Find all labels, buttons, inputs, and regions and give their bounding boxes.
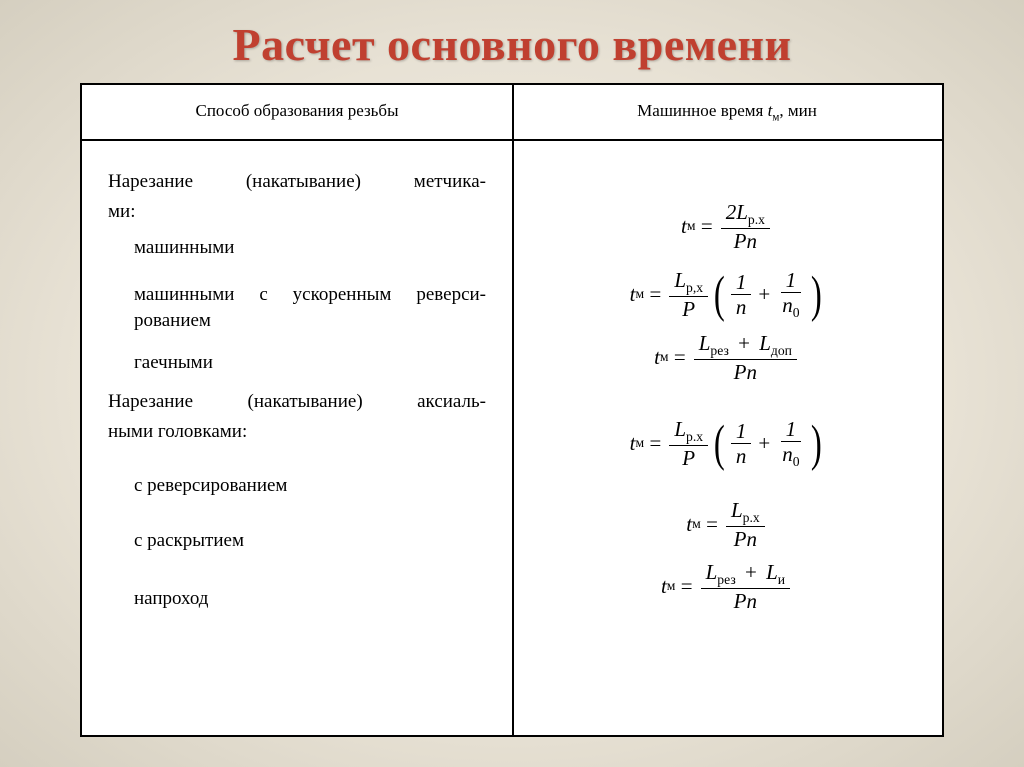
- formula-5: tм = Lр.х Pn: [522, 493, 932, 555]
- frac-3: Lрез + Lдоп Pn: [694, 331, 797, 384]
- item-through: напроход: [108, 586, 486, 612]
- item-nut: гаечными: [108, 350, 486, 376]
- header-right: Машинное время tм, мин: [512, 85, 942, 139]
- formula-3: tм = Lрез + Lдоп Pn: [522, 327, 932, 387]
- methods-column: Нарезание (накатывание) метчика- ми: маш…: [82, 141, 512, 735]
- frac-5: Lр.х Pn: [726, 498, 765, 551]
- formula-2: tм = Lр,х P ( 1 n + 1 n0: [522, 261, 932, 327]
- table-header-row: Способ образования резьбы Машинное время…: [82, 85, 942, 141]
- item-axial-rev: с реверсированием: [108, 473, 486, 499]
- header-right-suffix: , мин: [779, 101, 816, 120]
- group1-line2: ми:: [108, 199, 486, 225]
- group2-line2: ными головками:: [108, 419, 486, 445]
- frac-2c: 1 n0: [777, 268, 804, 321]
- frac-2b: 1 n: [731, 270, 752, 319]
- group2-line1: Нарезание (накатывание) аксиаль-: [108, 389, 486, 415]
- formulas-column: tм = 2Lр.х Pn tм = Lр,х P (: [512, 141, 942, 735]
- item-reverse-l2: рованием: [134, 308, 486, 334]
- item-machine: машинными: [108, 235, 486, 261]
- item-open: с раскрытием: [108, 528, 486, 554]
- frac-4a: Lр.х P: [669, 417, 708, 470]
- frac-4c: 1 n0: [777, 417, 804, 470]
- formula-1: tм = 2Lр.х Pn: [522, 191, 932, 261]
- frac-4b: 1 n: [731, 419, 752, 468]
- frac-6: Lрез + Lи Pn: [701, 560, 790, 613]
- header-right-prefix: Машинное время: [637, 101, 767, 120]
- item-reverse-l1: машинными с ускоренным реверси-: [134, 282, 486, 308]
- frac-1: 2Lр.х Pn: [721, 200, 770, 253]
- formula-6: tм = Lрез + Lи Pn: [522, 555, 932, 617]
- table-body: Нарезание (накатывание) метчика- ми: маш…: [82, 141, 942, 735]
- header-left: Способ образования резьбы: [82, 85, 512, 139]
- slide-container: Расчет основного времени Способ образова…: [0, 0, 1024, 767]
- frac-2a: Lр,х P: [669, 268, 708, 321]
- formula-4: tм = Lр.х P ( 1 n + 1 n0: [522, 393, 932, 493]
- content-box: Способ образования резьбы Машинное время…: [80, 83, 944, 737]
- slide-title: Расчет основного времени: [0, 0, 1024, 83]
- group1-line1: Нарезание (накатывание) метчика-: [108, 169, 486, 195]
- item-reverse: машинными с ускоренным реверси- рованием: [108, 282, 486, 333]
